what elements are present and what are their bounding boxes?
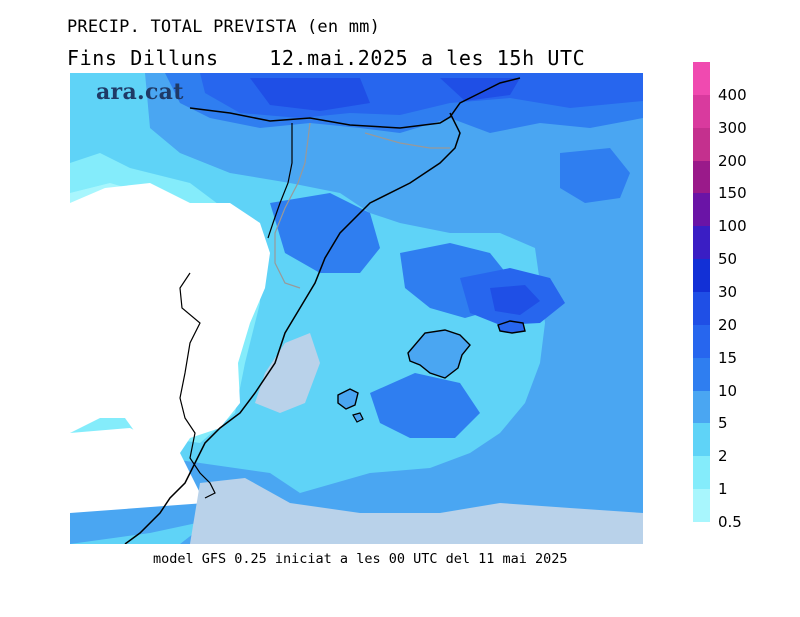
legend-label: 10 bbox=[718, 381, 738, 400]
precip-5mm-area bbox=[145, 73, 643, 544]
legend-swatch bbox=[693, 423, 710, 457]
precipitation-legend: 400 300 200 150 100 50 30 20 15 10 5 2 1 0.5 bbox=[693, 62, 747, 531]
mallorca-island bbox=[407, 329, 471, 379]
eivissa-island bbox=[337, 388, 359, 410]
dry-land-area bbox=[70, 183, 270, 453]
legend-swatch bbox=[693, 160, 710, 194]
legend-swatch bbox=[693, 357, 710, 391]
precip-10mm-area bbox=[270, 193, 380, 273]
legend-swatch bbox=[693, 127, 710, 161]
legend-swatch bbox=[693, 292, 710, 325]
precip-grey-area bbox=[255, 333, 320, 413]
legend-label: 20 bbox=[718, 315, 738, 334]
map-title: PRECIP. TOTAL PREVISTA (en mm) bbox=[67, 17, 381, 37]
border bbox=[179, 123, 293, 499]
legend-label: 2 bbox=[718, 447, 728, 466]
legend-swatch bbox=[693, 456, 710, 490]
brand-logo: ara.cat bbox=[96, 79, 184, 105]
legend-label: 400 bbox=[718, 85, 747, 104]
legend-label: 30 bbox=[718, 283, 738, 301]
dry-land-area bbox=[70, 428, 205, 513]
legend-swatch bbox=[693, 94, 710, 128]
forecast-validity: Fins Dilluns 12.mai.2025 a les 15h UTC bbox=[67, 46, 586, 70]
legend-label: 100 bbox=[718, 217, 747, 236]
legend-swatch bbox=[693, 193, 710, 227]
legend-label: 15 bbox=[718, 348, 738, 367]
menorca-island bbox=[497, 320, 526, 334]
legend-label: 5 bbox=[718, 414, 728, 433]
legend-label: 50 bbox=[718, 250, 738, 269]
legend-swatch bbox=[693, 324, 710, 358]
precipitation-map bbox=[70, 73, 643, 544]
legend-label: 200 bbox=[718, 151, 747, 170]
legend-label: 300 bbox=[718, 118, 747, 137]
legend-swatch bbox=[693, 489, 710, 522]
formentera-island bbox=[352, 412, 364, 423]
legend-swatch bbox=[693, 259, 710, 292]
precip-grey-area bbox=[190, 478, 643, 544]
legend-label: 0.5 bbox=[718, 513, 742, 531]
legend-swatch bbox=[693, 226, 710, 260]
legend-label: 1 bbox=[718, 480, 728, 499]
precip-20mm-area bbox=[490, 285, 540, 315]
coastline bbox=[124, 77, 521, 544]
legend-label: 150 bbox=[718, 184, 747, 203]
legend-swatch bbox=[693, 390, 710, 424]
precip-10mm-area bbox=[560, 148, 630, 203]
legend-swatch bbox=[693, 62, 710, 95]
precip-20mm-area bbox=[250, 78, 370, 111]
model-info: model GFS 0.25 iniciat a les 00 UTC del … bbox=[153, 551, 568, 567]
precip-10mm-area bbox=[370, 373, 480, 438]
province-border bbox=[274, 122, 450, 289]
